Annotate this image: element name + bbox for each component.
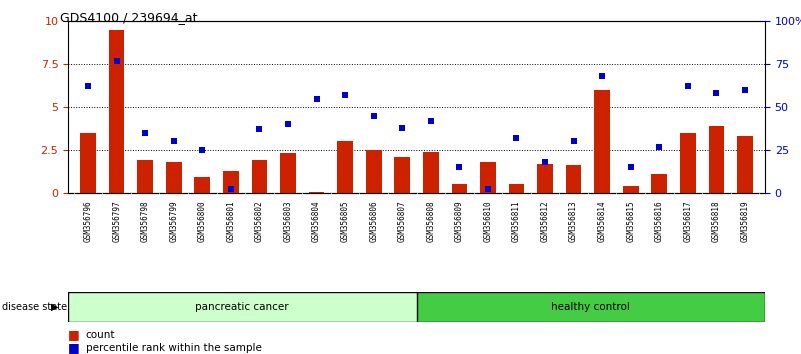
Text: GDS4100 / 239694_at: GDS4100 / 239694_at bbox=[60, 11, 198, 24]
Bar bbox=[137, 160, 153, 193]
Bar bbox=[452, 184, 467, 193]
Point bbox=[224, 187, 237, 192]
Bar bbox=[737, 136, 753, 193]
Bar bbox=[480, 162, 496, 193]
Point bbox=[682, 84, 694, 89]
Text: pancreatic cancer: pancreatic cancer bbox=[195, 302, 289, 312]
Text: GSM356815: GSM356815 bbox=[626, 201, 635, 242]
Text: GSM356810: GSM356810 bbox=[484, 201, 493, 242]
Bar bbox=[566, 165, 582, 193]
Point bbox=[82, 84, 95, 89]
Bar bbox=[394, 157, 410, 193]
Bar bbox=[337, 141, 353, 193]
Bar bbox=[308, 192, 324, 193]
Text: GSM356814: GSM356814 bbox=[598, 201, 606, 242]
Text: ▶: ▶ bbox=[51, 302, 58, 312]
Point bbox=[167, 138, 180, 144]
Bar bbox=[623, 186, 638, 193]
Bar bbox=[366, 150, 381, 193]
Bar bbox=[509, 184, 525, 193]
Text: GSM356800: GSM356800 bbox=[198, 201, 207, 242]
Point bbox=[481, 187, 494, 192]
Text: GSM356804: GSM356804 bbox=[312, 201, 321, 242]
Bar bbox=[680, 133, 696, 193]
Text: GSM356807: GSM356807 bbox=[398, 201, 407, 242]
Text: GSM356817: GSM356817 bbox=[683, 201, 692, 242]
Bar bbox=[280, 153, 296, 193]
Point bbox=[538, 159, 551, 165]
Bar bbox=[423, 152, 439, 193]
Bar bbox=[417, 292, 765, 322]
Text: count: count bbox=[86, 330, 115, 339]
Point bbox=[339, 92, 352, 98]
Bar bbox=[709, 126, 724, 193]
Text: GSM356796: GSM356796 bbox=[83, 201, 93, 242]
Bar bbox=[195, 177, 210, 193]
Point bbox=[624, 164, 637, 170]
Text: GSM356797: GSM356797 bbox=[112, 201, 121, 242]
Bar bbox=[537, 164, 553, 193]
Text: GSM356806: GSM356806 bbox=[369, 201, 378, 242]
Text: disease state: disease state bbox=[2, 302, 67, 312]
Text: GSM356811: GSM356811 bbox=[512, 201, 521, 242]
Text: GSM356812: GSM356812 bbox=[541, 201, 549, 242]
Text: GSM356819: GSM356819 bbox=[740, 201, 750, 242]
Point bbox=[567, 138, 580, 144]
Point bbox=[596, 73, 609, 79]
Point bbox=[653, 144, 666, 149]
Text: GSM356818: GSM356818 bbox=[712, 201, 721, 242]
Point bbox=[396, 125, 409, 131]
Text: percentile rank within the sample: percentile rank within the sample bbox=[86, 343, 262, 353]
Bar bbox=[252, 160, 268, 193]
Point bbox=[425, 118, 437, 124]
Point bbox=[453, 164, 465, 170]
Bar bbox=[68, 292, 417, 322]
Point bbox=[253, 127, 266, 132]
Text: ■: ■ bbox=[68, 341, 80, 354]
Point bbox=[368, 113, 380, 119]
Point bbox=[739, 87, 751, 93]
Text: GSM356803: GSM356803 bbox=[284, 201, 292, 242]
Text: healthy control: healthy control bbox=[551, 302, 630, 312]
Text: GSM356816: GSM356816 bbox=[654, 201, 664, 242]
Point bbox=[510, 135, 523, 141]
Text: GSM356802: GSM356802 bbox=[255, 201, 264, 242]
Point bbox=[196, 147, 209, 153]
Bar bbox=[594, 90, 610, 193]
Point bbox=[111, 58, 123, 64]
Bar bbox=[80, 133, 96, 193]
Point bbox=[139, 130, 151, 136]
Point bbox=[310, 96, 323, 101]
Bar bbox=[651, 174, 667, 193]
Bar bbox=[166, 162, 182, 193]
Text: ■: ■ bbox=[68, 328, 80, 341]
Point bbox=[282, 121, 295, 127]
Bar bbox=[109, 30, 124, 193]
Text: GSM356798: GSM356798 bbox=[141, 201, 150, 242]
Text: GSM356805: GSM356805 bbox=[340, 201, 349, 242]
Text: GSM356801: GSM356801 bbox=[227, 201, 235, 242]
Text: GSM356808: GSM356808 bbox=[426, 201, 435, 242]
Point bbox=[710, 91, 723, 96]
Text: GSM356809: GSM356809 bbox=[455, 201, 464, 242]
Text: GSM356799: GSM356799 bbox=[169, 201, 179, 242]
Text: GSM356813: GSM356813 bbox=[569, 201, 578, 242]
Bar bbox=[223, 171, 239, 193]
